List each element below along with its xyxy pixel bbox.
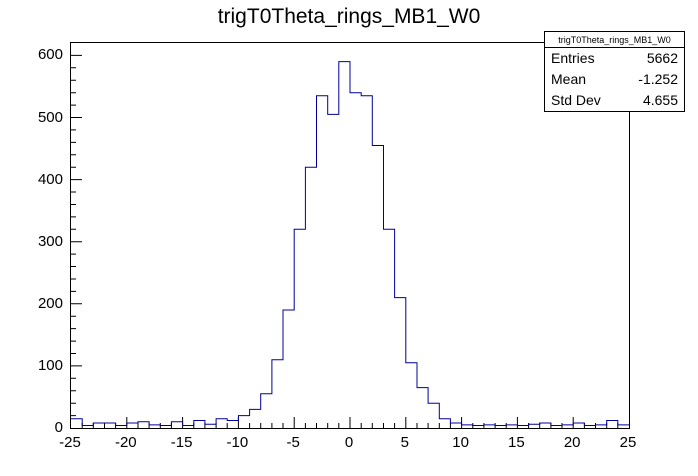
y-tick-label: 200 [37,294,63,312]
y-tick-label: 400 [37,170,63,188]
x-tick-label: 5 [400,434,409,451]
y-tick-label: 600 [37,46,63,64]
stats-value: 4.655 [642,92,678,108]
histogram-svg [71,54,629,428]
stats-rows: Entries 5662 Mean -1.252 Std Dev 4.655 [545,48,684,111]
stats-row: Entries 5662 [545,48,684,69]
x-tick-label: -15 [170,434,193,451]
y-tick-label: 300 [37,232,63,250]
y-tick-label: 100 [37,356,63,374]
stats-row: Mean -1.252 [545,69,684,90]
stats-label: Mean [551,71,587,87]
y-tick-label: 500 [37,108,63,126]
x-tick-label: -5 [286,434,300,451]
chart-title: trigT0Theta_rings_MB1_W0 [217,5,481,28]
plot-frame [70,42,630,429]
axis-ticks [71,54,619,428]
stats-label: Entries [551,50,595,66]
stats-row: Std Dev 4.655 [545,90,684,111]
stats-value: -1.252 [638,71,678,87]
stats-box: trigT0Theta_rings_MB1_W0 Entries 5662 Mean… [544,31,685,112]
x-tick-label: 25 [619,434,637,451]
x-tick-label: -20 [114,434,137,451]
stats-label: Std Dev [551,92,601,108]
y-tick-label: 0 [54,419,63,436]
histogram-line [71,61,629,426]
x-tick-label: 10 [452,434,469,451]
stats-value: 5662 [646,50,678,66]
x-tick-label: -10 [226,434,249,451]
x-tick-label: 0 [344,434,354,451]
x-tick-label: 20 [563,434,581,451]
x-tick-label: 15 [508,434,525,451]
x-tick-label: -25 [59,434,81,451]
stats-box-title: trigT0Theta_rings_MB1_W0 [545,32,684,48]
